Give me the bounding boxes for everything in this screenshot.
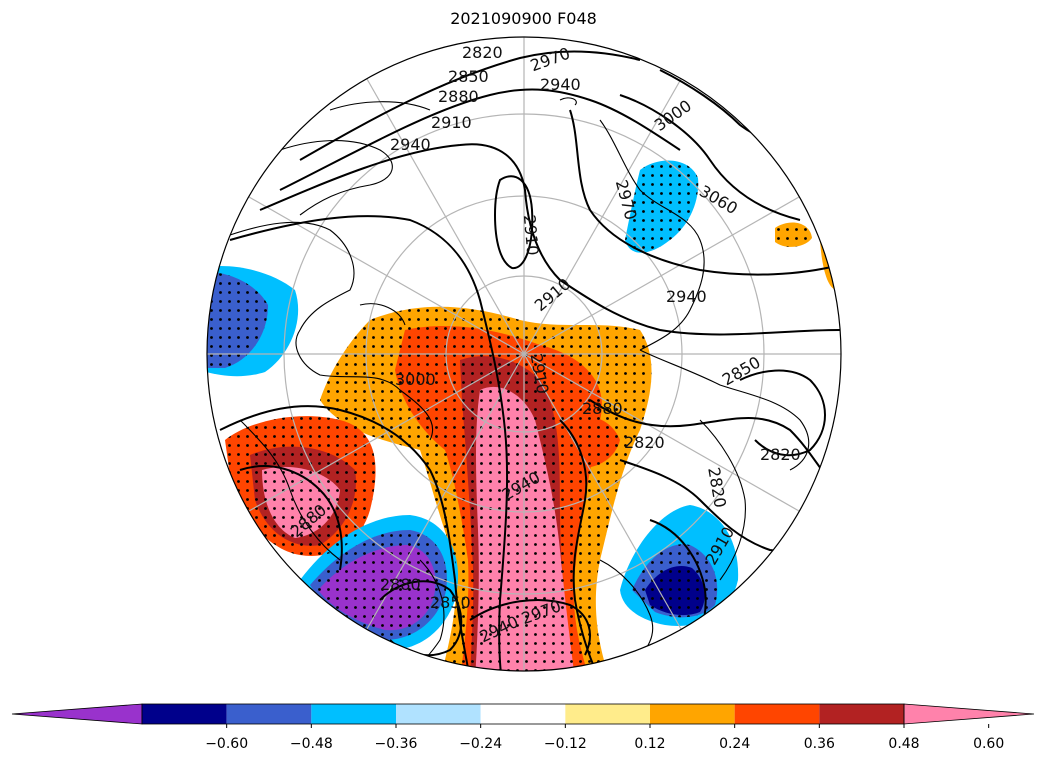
colorbar-segment <box>142 704 227 724</box>
map-title: 2021090900 F048 <box>450 9 597 28</box>
colorbar-segments <box>11 703 1035 725</box>
colorbar-tick-label: −0.60 <box>205 736 248 752</box>
contour-label: 2880 <box>438 87 479 106</box>
contour-label: 2880 <box>380 575 421 594</box>
colorbar-extend-low <box>11 703 143 725</box>
contour-label: 2910 <box>431 113 472 132</box>
contour-label: 2820 <box>624 433 665 452</box>
contour-label: 2850 <box>430 593 471 612</box>
colorbar-tick-label: 0.36 <box>804 736 835 752</box>
colorbar-tick-label: −0.12 <box>544 736 587 752</box>
contour-label: 2820 <box>760 445 801 464</box>
contour-label: 2940 <box>540 75 581 94</box>
graticule <box>207 37 841 671</box>
colorbar-segment <box>565 704 650 724</box>
colorbar-segment <box>819 704 904 724</box>
colorbar-tick-label: 0.60 <box>973 736 1004 752</box>
contour-label: 3000 <box>395 370 436 389</box>
colorbar-extend-high <box>903 703 1035 725</box>
colorbar-segment <box>396 704 481 724</box>
colorbar-tick-label: 0.12 <box>634 736 665 752</box>
contour-label: 2940 <box>390 135 431 154</box>
contour-label: 2820 <box>462 43 503 62</box>
polar-map: 2820 2850 2880 2910 2940 2910 2970 2940 … <box>206 36 842 672</box>
contour-label: 2940 <box>666 287 707 306</box>
colorbar: −0.60 −0.48 −0.36 −0.24 −0.12 0.12 0.24 0.36 0.4… <box>11 703 1035 752</box>
contour-label: 2850 <box>448 67 489 86</box>
contour-label: 2910 <box>520 214 542 256</box>
colorbar-tick-label: 0.24 <box>719 736 750 752</box>
colorbar-ticks: −0.60 −0.48 −0.36 −0.24 −0.12 0.12 0.24 0.36 0.4… <box>205 724 1004 752</box>
colorbar-tick-label: −0.36 <box>375 736 418 752</box>
colorbar-segment <box>650 704 735 724</box>
colorbar-tick-label: −0.24 <box>459 736 502 752</box>
colorbar-segment <box>480 704 566 724</box>
colorbar-segment <box>311 704 396 724</box>
colorbar-segment <box>734 704 820 724</box>
colorbar-tick-label: −0.48 <box>290 736 333 752</box>
colorbar-tick-label: 0.48 <box>888 736 919 752</box>
map-boundary <box>206 36 842 672</box>
colorbar-segment <box>226 704 312 724</box>
colorbar-outline <box>141 703 905 725</box>
contour-label: 2880 <box>582 399 623 418</box>
